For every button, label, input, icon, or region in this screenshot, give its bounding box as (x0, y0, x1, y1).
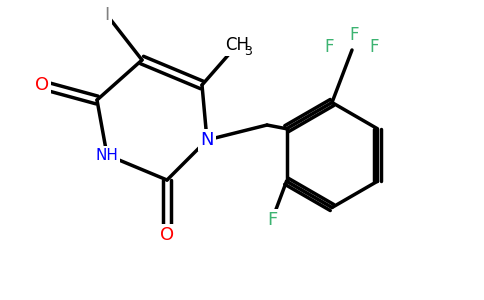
Text: CH: CH (225, 36, 249, 54)
Text: F: F (267, 211, 277, 229)
Text: NH: NH (95, 148, 119, 163)
Text: I: I (105, 6, 109, 24)
Text: F: F (370, 38, 379, 56)
Text: F: F (350, 26, 359, 44)
Text: O: O (35, 76, 49, 94)
Text: F: F (325, 38, 334, 56)
Text: N: N (200, 131, 214, 149)
Text: 3: 3 (244, 44, 252, 58)
Text: O: O (160, 226, 174, 244)
